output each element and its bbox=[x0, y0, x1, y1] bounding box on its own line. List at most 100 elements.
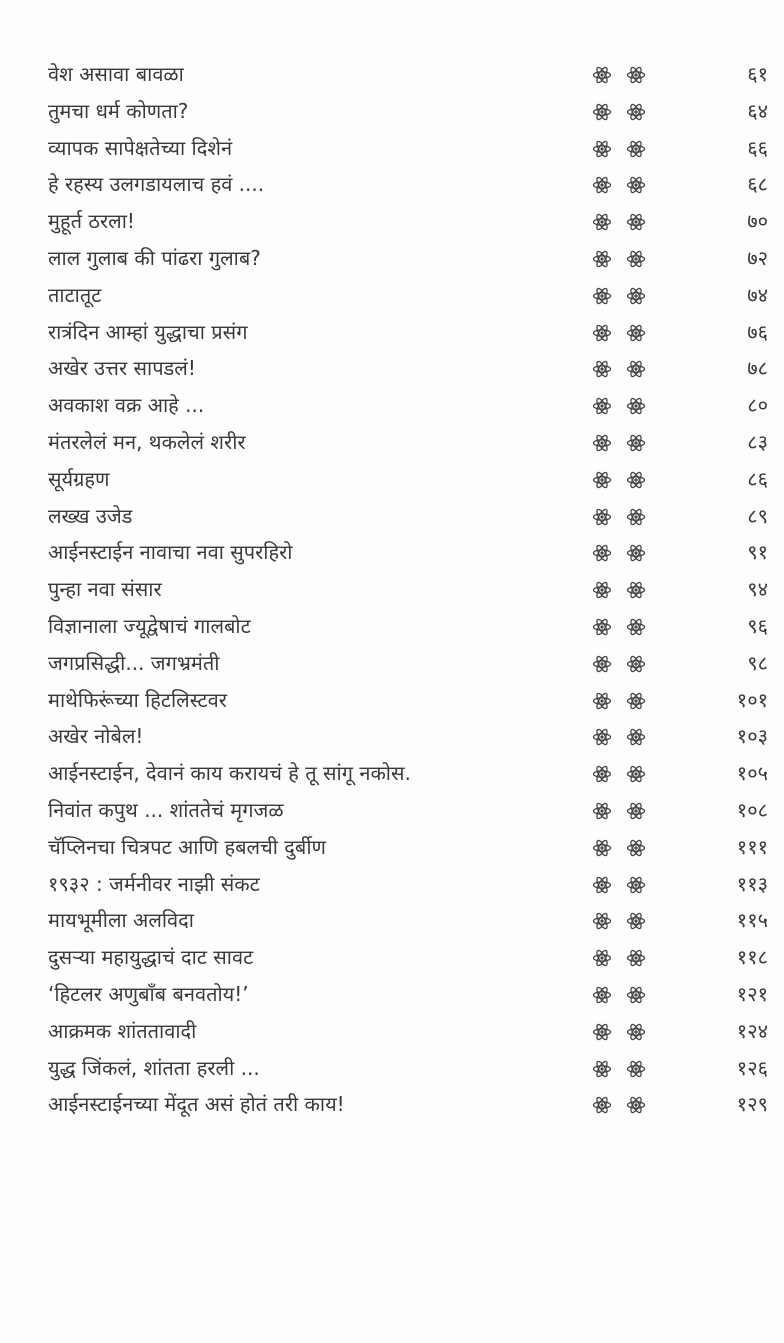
atom-icon bbox=[626, 287, 646, 304]
atom-icon bbox=[626, 471, 646, 488]
atom-icon bbox=[592, 802, 612, 820]
toc-entry: जगप्रसिद्धी... जगभ्रमंती ९८ bbox=[48, 645, 768, 682]
entry-title: चॅप्लिनचा चित्रपट आणि हबलची दुर्बीण bbox=[48, 834, 326, 859]
entry-title: दुसऱ्या महायुद्धाचं दाट सावट bbox=[48, 945, 254, 970]
atom-icon bbox=[592, 913, 612, 930]
atom-icon bbox=[592, 324, 612, 341]
atom-icon bbox=[626, 545, 646, 562]
separator-icons bbox=[592, 212, 646, 232]
separator-icons bbox=[592, 617, 646, 637]
entry-title: तुमचा धर्म कोणता? bbox=[48, 98, 189, 123]
atom-icon bbox=[592, 1060, 612, 1077]
atom-icon bbox=[626, 913, 646, 930]
entry-title: युद्ध जिंकलं, शांतता हरली ... bbox=[48, 1055, 260, 1080]
atom-icon bbox=[626, 692, 646, 709]
toc-entry: विज्ञानाला ज्यूद्वेषाचं गालबोट ९६ bbox=[48, 608, 768, 645]
entry-title: आईनस्टाईनच्या मेंदूत असं होतं तरी काय! bbox=[48, 1092, 345, 1117]
entry-page-number: ६८ bbox=[747, 172, 768, 197]
entry-title: मुहूर्त ठरला! bbox=[48, 209, 135, 234]
separator-icons bbox=[592, 359, 646, 379]
entry-page-number: ८० bbox=[747, 393, 768, 418]
separator-icons bbox=[592, 654, 646, 674]
atom-icon bbox=[592, 876, 612, 893]
entry-title: पुन्हा नवा संसार bbox=[48, 577, 162, 602]
atom-icon bbox=[592, 177, 612, 194]
toc-entry: माथेफिरूंच्या हिटलिस्टवर १०१ bbox=[48, 682, 768, 719]
entry-page-number: १२९ bbox=[736, 1092, 768, 1117]
entry-page-number: ९४ bbox=[747, 577, 768, 602]
atom-icon bbox=[626, 618, 646, 636]
entry-title: आईनस्टाईन नावाचा नवा सुपरहिरो bbox=[48, 540, 293, 565]
entry-title: ताटातूट bbox=[48, 282, 102, 307]
entry-page-number: १०१ bbox=[736, 687, 768, 712]
toc-entry: व्यापक सापेक्षतेच्या दिशेनं ६६ bbox=[48, 130, 768, 167]
atom-icon bbox=[626, 103, 646, 120]
toc-entry: अखेर नोबेल! १०३ bbox=[48, 718, 768, 755]
atom-icon bbox=[626, 1097, 646, 1114]
separator-icons bbox=[592, 948, 646, 968]
entry-title: मायभूमीला अलविदा bbox=[48, 908, 194, 933]
entry-title: विज्ञानाला ज्यूद्वेषाचं गालबोट bbox=[48, 613, 251, 638]
atom-icon bbox=[626, 876, 646, 893]
entry-page-number: १०५ bbox=[736, 761, 768, 786]
entry-page-number: ७६ bbox=[747, 319, 768, 344]
atom-icon bbox=[592, 986, 612, 1004]
atom-icon bbox=[626, 250, 646, 268]
separator-icons bbox=[592, 139, 646, 159]
separator-icons bbox=[592, 102, 646, 122]
separator-icons bbox=[592, 507, 646, 527]
entry-page-number: ११५ bbox=[736, 908, 768, 933]
toc-entry: दुसऱ्या महायुद्धाचं दाट सावट ११८ bbox=[48, 939, 768, 976]
toc-entry: लख्ख उजेड ८९ bbox=[48, 498, 768, 535]
entry-page-number: ११३ bbox=[736, 871, 768, 896]
atom-icon bbox=[592, 839, 612, 856]
entry-page-number: ७२ bbox=[747, 245, 768, 270]
entry-title: लख्ख उजेड bbox=[48, 503, 133, 528]
entry-title: मंतरलेलं मन, थकलेलं शरीर bbox=[48, 429, 246, 454]
atom-icon bbox=[592, 765, 612, 783]
atom-icon bbox=[626, 802, 646, 820]
toc-entry: सूर्यग्रहण ८६ bbox=[48, 461, 768, 498]
entry-title: आक्रमक शांततावादी bbox=[48, 1018, 197, 1043]
atom-icon bbox=[592, 361, 612, 378]
entry-page-number: १२४ bbox=[736, 1018, 768, 1043]
separator-icons bbox=[592, 801, 646, 821]
entry-page-number: ८९ bbox=[747, 503, 768, 528]
toc-entry: निवांत कपुथ ... शांततेचं मृगजळ १०८ bbox=[48, 792, 768, 829]
entry-title: वेश असावा बावळा bbox=[48, 62, 184, 86]
separator-icons bbox=[592, 470, 646, 490]
toc-entry: युद्ध जिंकलं, शांतता हरली ... १२६ bbox=[48, 1050, 768, 1087]
separator-icons bbox=[592, 727, 646, 747]
entry-page-number: ८६ bbox=[747, 466, 768, 491]
entry-title: आईनस्टाईन, देवानं काय करायचं हे तू सांगू… bbox=[48, 761, 411, 786]
toc-entry: लाल गुलाब की पांढरा गुलाब? ७२ bbox=[48, 240, 768, 277]
separator-icons bbox=[592, 911, 646, 931]
atom-icon bbox=[592, 729, 612, 746]
atom-icon bbox=[592, 1023, 612, 1040]
atom-icon bbox=[592, 508, 612, 525]
atom-icon bbox=[626, 140, 646, 157]
toc-entry: तुमचा धर्म कोणता? ६४ bbox=[48, 93, 768, 130]
separator-icons bbox=[592, 764, 646, 784]
entry-title: माथेफिरूंच्या हिटलिस्टवर bbox=[48, 687, 227, 712]
separator-icons bbox=[592, 433, 646, 453]
toc-entry: वेश असावा बावळा ६१ bbox=[48, 56, 768, 93]
separator-icons bbox=[592, 838, 646, 858]
separator-icons bbox=[592, 286, 646, 306]
separator-icons bbox=[592, 65, 646, 85]
entry-title: अखेर नोबेल! bbox=[48, 724, 144, 749]
atom-icon bbox=[626, 765, 646, 783]
toc-entry: पुन्हा नवा संसार ९४ bbox=[48, 571, 768, 608]
atom-icon bbox=[626, 214, 646, 231]
table-of-contents: वेश असावा बावळा ६१ तुमचा धर्म कोणता? bbox=[48, 56, 768, 1123]
toc-entry: रात्रंदिन आम्हां युद्धाचा प्रसंग ७६ bbox=[48, 314, 768, 351]
atom-icon bbox=[626, 324, 646, 341]
entry-page-number: १०३ bbox=[736, 724, 768, 749]
toc-entry: हे रहस्य उलगडायलाच हवं .... ६८ bbox=[48, 166, 768, 203]
atom-icon bbox=[626, 1060, 646, 1077]
atom-icon bbox=[626, 949, 646, 967]
entry-page-number: ७८ bbox=[747, 356, 768, 381]
atom-icon bbox=[592, 140, 612, 157]
entry-page-number: ७४ bbox=[747, 282, 768, 307]
entry-page-number: ११८ bbox=[736, 945, 768, 970]
